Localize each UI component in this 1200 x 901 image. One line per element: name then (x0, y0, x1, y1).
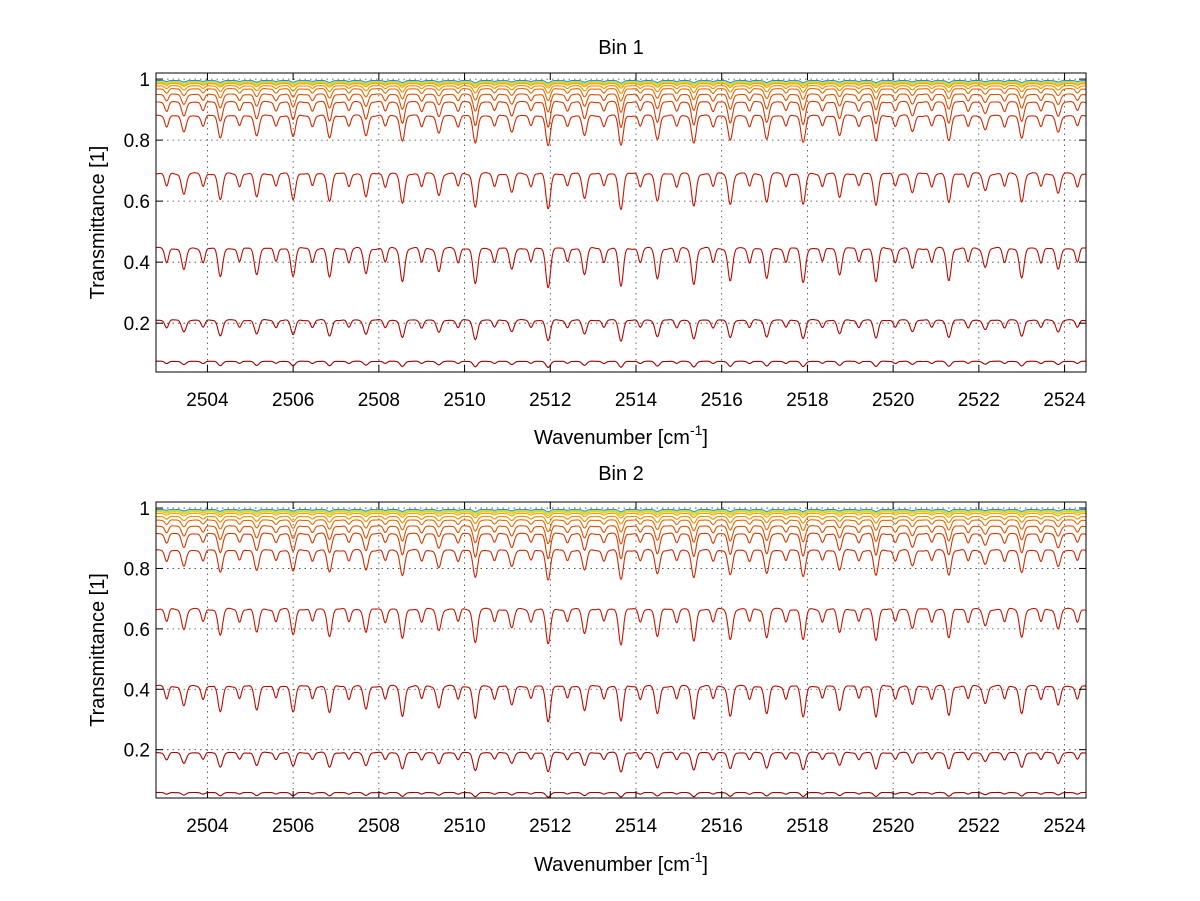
series-line-11 (156, 548, 1086, 581)
series-line-14 (156, 751, 1086, 773)
series-group (156, 508, 1086, 798)
x-tick-label: 2514 (615, 390, 658, 411)
x-axis-label-superscript: -1 (690, 422, 703, 438)
series-line-10 (156, 532, 1086, 560)
x-tick-label: 2512 (529, 390, 571, 411)
x-axis-label-superscript: -1 (690, 849, 703, 865)
series-line-13 (156, 246, 1086, 289)
x-tick-label: 2510 (443, 816, 485, 837)
x-tick-label: 2510 (443, 390, 485, 411)
x-tick-label: 2522 (958, 390, 1000, 411)
x-tick-label: 2516 (701, 390, 743, 411)
series-line-15 (156, 791, 1086, 798)
series-line-4 (156, 510, 1086, 515)
series-group (156, 80, 1086, 368)
x-axis-label-text: Wavenumber [cm (534, 854, 690, 876)
series-line-5 (156, 82, 1086, 87)
series-line-9 (156, 525, 1086, 545)
x-tick-label: 2508 (358, 390, 400, 411)
axes-frame (155, 72, 1087, 373)
series-line-9 (156, 93, 1086, 113)
y-tick-label: 0.8 (124, 559, 150, 580)
series-line-12 (156, 172, 1086, 211)
y-tick-label: 0.2 (124, 314, 150, 335)
series-line-10 (156, 100, 1086, 128)
x-axis-label: Wavenumber [cm-1] (534, 849, 708, 876)
axes-frame (155, 501, 1087, 799)
chart-title: Bin 2 (598, 463, 644, 485)
x-tick-label: 2516 (701, 816, 743, 837)
y-tick-label: 0.6 (124, 620, 150, 641)
series-line-6 (156, 83, 1086, 89)
x-tick-label: 2518 (786, 390, 828, 411)
y-axis-label: Transmittance [1] (87, 146, 109, 300)
x-axis-label-close: ] (702, 427, 708, 449)
x-tick-label: 2508 (358, 816, 400, 837)
series-line-1 (156, 80, 1086, 84)
x-tick-label: 2520 (872, 390, 914, 411)
x-axis-label-close: ] (702, 854, 708, 876)
series-line-13 (156, 684, 1086, 723)
x-tick-label: 2524 (1043, 390, 1086, 411)
series-line-14 (156, 319, 1086, 342)
series-line-8 (156, 87, 1086, 102)
series-line-6 (156, 512, 1086, 519)
y-tick-label: 1 (139, 499, 150, 520)
y-tick-label: 0.2 (124, 741, 150, 762)
y-tick-label: 0.6 (124, 192, 150, 213)
x-tick-label: 2504 (186, 390, 229, 411)
x-tick-label: 2506 (272, 390, 314, 411)
series-line-8 (156, 519, 1086, 533)
series-line-15 (156, 360, 1086, 368)
x-tick-label: 2512 (529, 816, 571, 837)
x-tick-label: 2518 (786, 816, 828, 837)
series-line-3 (156, 509, 1086, 514)
series-line-5 (156, 511, 1086, 517)
series-line-7 (156, 85, 1086, 94)
series-line-4 (156, 81, 1086, 86)
series-line-11 (156, 114, 1086, 147)
chart-panel-2: Bin 2 2504 2506 2508 2510 2512 2514 2516 2518 252… (87, 463, 1087, 876)
chart-panel-1: Bin 1 2504 2506 2508 2510 2512 2514 2516 2518 252… (87, 37, 1087, 449)
y-axis-label: Transmittance [1] (87, 573, 109, 727)
y-tick-label: 0.4 (124, 680, 151, 701)
x-tick-label: 2522 (958, 816, 1000, 837)
x-tick-label: 2506 (272, 816, 314, 837)
chart-title: Bin 1 (598, 37, 644, 59)
series-line-7 (156, 515, 1086, 525)
x-tick-label: 2520 (872, 816, 914, 837)
x-axis-label-text: Wavenumber [cm (534, 427, 690, 449)
series-line-12 (156, 607, 1086, 646)
y-tick-label: 0.4 (124, 253, 151, 274)
x-tick-label: 2524 (1043, 816, 1086, 837)
series-line-3 (156, 80, 1086, 85)
y-tick-label: 0.8 (124, 131, 150, 152)
series-line-1 (156, 508, 1086, 513)
x-tick-label: 2504 (186, 816, 229, 837)
y-tick-label: 1 (139, 70, 150, 91)
x-tick-label: 2514 (615, 816, 658, 837)
x-axis-label: Wavenumber [cm-1] (534, 422, 708, 449)
